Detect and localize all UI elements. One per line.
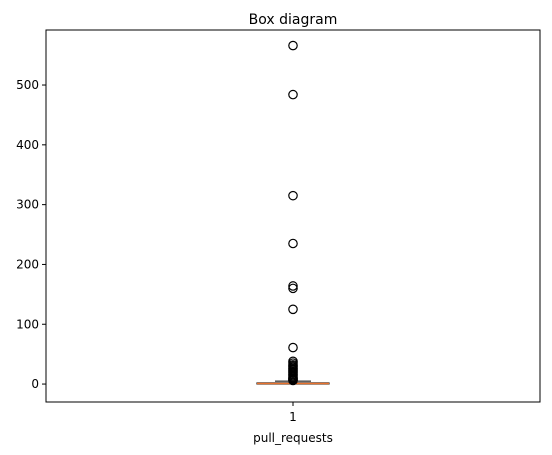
outlier-point (288, 40, 298, 51)
x-axis: 1 (289, 402, 297, 424)
outlier-point (288, 281, 298, 291)
x-axis-label: pull_requests (253, 431, 333, 445)
outlier-point (288, 342, 298, 353)
y-tick-label: 0 (31, 377, 39, 391)
x-tick-label: 1 (289, 410, 297, 424)
outlier-point (288, 238, 298, 249)
outlier-point (288, 89, 298, 100)
outlier-point (288, 283, 298, 294)
y-tick-label: 500 (16, 78, 39, 92)
outlier-point (288, 190, 298, 201)
plot-area-frame (45, 29, 541, 403)
y-tick-label: 300 (16, 198, 39, 212)
y-tick-label: 100 (16, 317, 39, 331)
y-tick-label: 200 (16, 257, 39, 271)
outlier-point (288, 375, 298, 386)
y-tick-label: 400 (16, 138, 39, 152)
outlier-point (288, 304, 298, 315)
y-axis: 0 100 200 300 400 500 (16, 78, 46, 391)
chart-title: Box diagram (249, 12, 338, 28)
outlier-points (288, 40, 298, 386)
